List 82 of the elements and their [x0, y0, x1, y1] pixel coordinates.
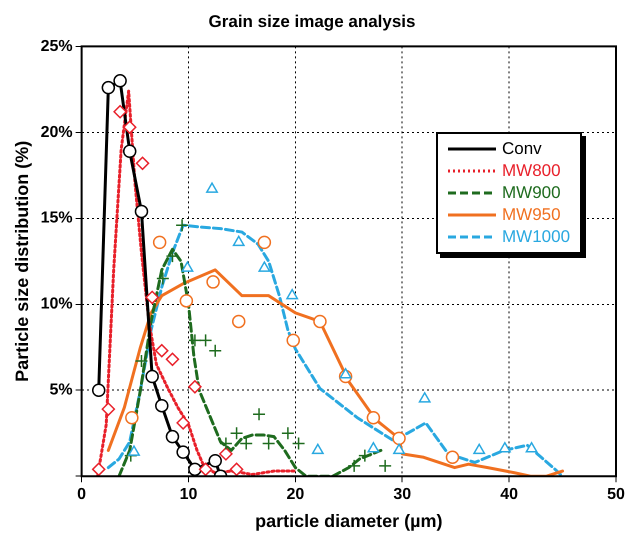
point	[232, 236, 245, 246]
point	[232, 314, 246, 328]
point	[219, 436, 233, 450]
y-tick-label: 20%	[40, 124, 73, 141]
point	[239, 436, 253, 450]
point	[176, 445, 190, 459]
point	[258, 236, 272, 250]
point	[286, 334, 300, 348]
point	[208, 454, 222, 468]
point	[198, 462, 212, 476]
point	[136, 156, 150, 170]
point	[206, 275, 220, 289]
point	[498, 442, 511, 452]
point	[418, 392, 431, 403]
point	[392, 432, 406, 446]
chart-title: Grain size image analysis	[208, 12, 416, 31]
point	[378, 459, 392, 473]
point	[188, 462, 202, 476]
x-tick-label: 0	[77, 486, 86, 504]
legend-label: MW900	[502, 183, 561, 204]
point	[367, 442, 380, 452]
legend-label: MW950	[502, 205, 561, 226]
point	[92, 383, 106, 397]
point	[526, 442, 538, 452]
point	[281, 426, 295, 440]
point	[175, 218, 189, 232]
point	[145, 290, 159, 304]
point	[102, 80, 116, 94]
point	[134, 354, 148, 368]
point	[152, 236, 166, 250]
point	[292, 436, 306, 450]
point	[366, 410, 380, 424]
legend-label: Conv	[502, 139, 542, 160]
point	[166, 430, 180, 444]
x-tick-label: 50	[607, 486, 625, 504]
x-tick-label: 30	[393, 486, 412, 504]
point	[312, 444, 324, 454]
point	[188, 334, 202, 348]
point	[122, 120, 136, 134]
point	[313, 314, 327, 328]
point	[102, 402, 116, 416]
y-tick-label: 10%	[40, 296, 73, 313]
point	[340, 368, 352, 379]
point	[176, 416, 190, 430]
x-axis-title: particle diameter (µm)	[255, 511, 443, 532]
point	[155, 398, 169, 412]
point	[124, 448, 138, 462]
point	[188, 380, 202, 394]
legend-label: MW800	[502, 161, 561, 182]
point	[122, 144, 136, 158]
point	[262, 436, 276, 450]
point	[252, 408, 266, 422]
point	[113, 104, 127, 118]
point	[134, 204, 148, 218]
legend-label: MW1000	[502, 227, 570, 248]
point	[155, 344, 169, 358]
x-tick-label: 20	[286, 486, 304, 504]
point	[166, 352, 180, 366]
point	[230, 426, 244, 440]
y-tick-label: 5%	[50, 382, 73, 399]
point	[358, 448, 372, 462]
point	[125, 410, 139, 424]
point	[473, 444, 486, 454]
point	[128, 445, 140, 456]
point	[113, 74, 127, 88]
point	[156, 272, 170, 286]
line-series	[118, 248, 382, 476]
point	[145, 370, 159, 384]
point	[92, 462, 106, 476]
point	[198, 334, 212, 348]
x-tick-label: 10	[180, 486, 198, 504]
y-tick-label: 25%	[40, 38, 73, 55]
point	[347, 459, 361, 473]
y-tick-label: 15%	[40, 210, 73, 227]
point	[219, 447, 233, 461]
point	[446, 450, 460, 464]
y-axis-title: Particle size distribution (%)	[12, 140, 32, 382]
point	[393, 444, 405, 454]
point	[230, 462, 244, 476]
point	[180, 294, 194, 308]
x-tick-label: 40	[500, 486, 518, 504]
point	[208, 344, 222, 358]
